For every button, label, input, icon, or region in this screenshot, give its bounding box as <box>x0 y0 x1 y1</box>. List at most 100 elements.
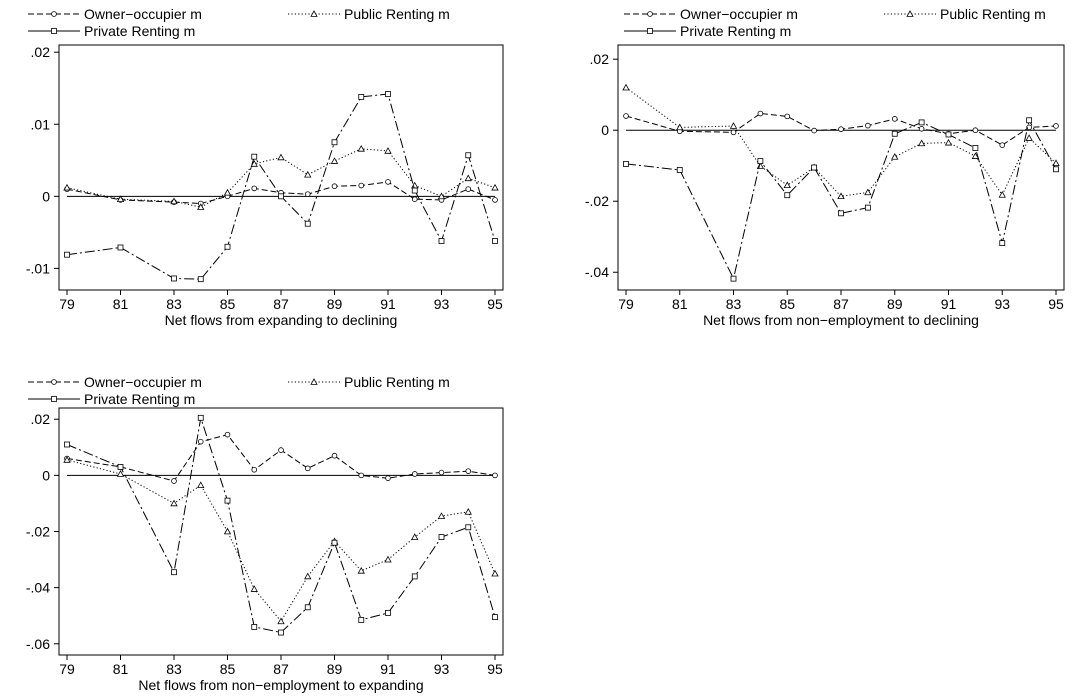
series-1-point <box>492 472 498 479</box>
series-1-point <box>838 126 844 132</box>
series-1-point <box>304 191 311 197</box>
plot-frame <box>58 44 504 291</box>
series-1-point <box>304 465 311 472</box>
y-tick-label: .02 <box>31 411 51 427</box>
series-2-point <box>891 153 899 160</box>
x-tick-label: 81 <box>672 296 688 312</box>
series-2-point <box>971 152 980 159</box>
series-3-point <box>117 244 124 251</box>
series-2-point <box>357 566 365 574</box>
series-3-point <box>811 164 818 171</box>
series-2-point <box>437 192 446 200</box>
legend-marker-3 <box>647 28 653 34</box>
legend-marker-3 <box>51 396 57 402</box>
chart-panel-3: -.06 -.04 -.02 0 .02 79 81 83 85 87 89 91 93 95 Net fl… <box>26 374 504 693</box>
series-2-point <box>330 157 339 164</box>
y-tick-label: 0 <box>601 122 609 138</box>
series-2-point <box>676 123 684 131</box>
series-2-point <box>1025 134 1033 141</box>
x-tick-label: 87 <box>273 296 289 312</box>
x-tick-label: 79 <box>618 296 634 312</box>
series-1-point <box>757 110 764 117</box>
series-3-point <box>278 193 284 200</box>
x-tick-label: 79 <box>59 661 75 677</box>
series-3-point <box>411 573 418 580</box>
series-3-point <box>385 609 391 616</box>
series-1-point <box>224 431 231 438</box>
series-3-point <box>676 167 683 173</box>
legend-label-3: Private Renting m <box>84 23 195 39</box>
series-2-point <box>464 174 472 182</box>
x-tick-label: 89 <box>327 296 343 312</box>
series-1-point <box>465 186 472 192</box>
series-3-point <box>224 243 231 250</box>
x-tick-label: 89 <box>887 296 903 312</box>
series-2-point <box>277 153 285 161</box>
chart-panel-2: -.04 -.02 0 .02 79 81 83 85 87 89 91 93 95 Net flows … <box>585 6 1065 328</box>
x-tick-label: 83 <box>166 296 182 312</box>
y-tick-label: -.02 <box>26 524 50 540</box>
series-3-point <box>117 464 124 470</box>
x-tick-label: 81 <box>113 661 129 677</box>
series-2-point <box>464 508 472 515</box>
series-2-point <box>491 183 499 191</box>
series-line-3 <box>625 118 1057 281</box>
series-3-point <box>358 93 365 100</box>
series-2-point <box>223 527 232 535</box>
series-1-point <box>171 478 177 484</box>
series-2-point <box>63 183 71 191</box>
series-3-point <box>438 238 445 244</box>
series-3-point <box>891 130 898 137</box>
series-2-point <box>304 572 312 580</box>
x-tick-label: 91 <box>941 296 957 312</box>
series-2-point <box>197 481 205 488</box>
series-1-point <box>999 142 1006 148</box>
x-tick-label: 95 <box>1048 296 1064 312</box>
series-line-2 <box>625 87 1057 197</box>
y-tick-label: .01 <box>31 116 51 132</box>
series-3-point <box>838 210 844 217</box>
series-1-point <box>784 113 791 120</box>
series-3-point <box>864 204 871 211</box>
legend-label-3: Private Renting m <box>680 23 791 39</box>
x-tick-label: 87 <box>833 296 849 312</box>
series-3-point <box>64 441 70 448</box>
legend-label-1: Owner−occupier m <box>84 6 202 22</box>
legend-label-3: Private Renting m <box>84 391 195 407</box>
series-1-point <box>358 182 365 189</box>
chart-panel-1: -.01 0 .01 .02 79 81 83 85 87 89 91 93 95 Net flows f… <box>26 6 504 328</box>
x-axis-title: Net flows from non−employment to expandi… <box>138 677 423 693</box>
series-1-point <box>411 196 418 203</box>
series-3-point <box>358 617 365 623</box>
series-2-point <box>223 188 232 196</box>
series-1-point <box>1026 124 1032 131</box>
legend-label-1: Owner−occupier m <box>84 374 202 390</box>
legend-label-2: Public Renting m <box>940 6 1046 22</box>
series-1-point <box>278 447 284 453</box>
series-3-point <box>1053 166 1059 173</box>
series-3-point <box>64 251 70 258</box>
series-3-point <box>197 276 204 283</box>
legend-marker-2 <box>310 378 318 385</box>
series-3-point <box>465 524 472 531</box>
series-3-point <box>465 152 472 159</box>
series-1-point <box>331 183 338 190</box>
series-1-point <box>865 122 871 129</box>
series-2-point <box>837 192 845 200</box>
series-1-point <box>251 185 258 192</box>
series-2-point <box>783 181 791 189</box>
x-tick-label: 93 <box>994 296 1010 312</box>
series-3-point <box>278 629 284 636</box>
series-1-point <box>385 179 391 185</box>
y-tick-label: -.04 <box>26 580 50 596</box>
y-tick-label: 0 <box>42 188 50 204</box>
series-3-point <box>784 192 791 199</box>
series-1-point <box>358 472 365 479</box>
x-axis-title: Net flows from expanding to declining <box>165 312 398 328</box>
series-3-point <box>918 119 925 126</box>
series-2-point <box>411 533 419 540</box>
series-3-point <box>171 569 177 576</box>
series-1-point <box>438 469 445 476</box>
series-2-point <box>437 512 446 519</box>
series-2-point <box>250 585 258 592</box>
